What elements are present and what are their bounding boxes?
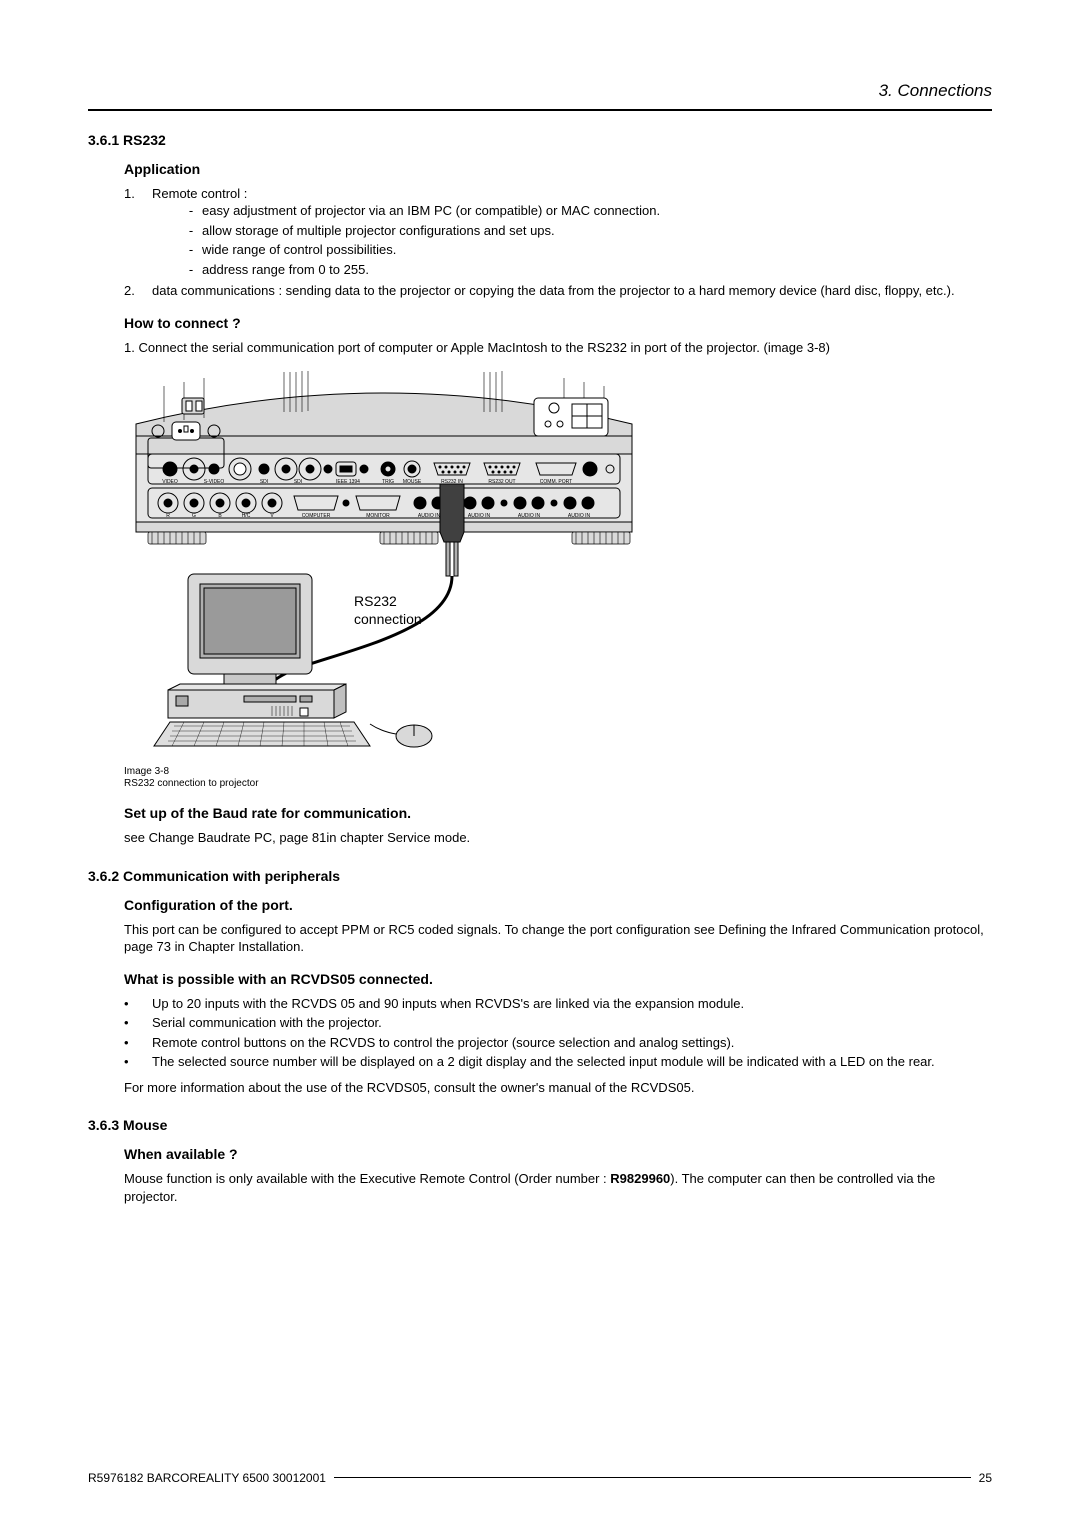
how-to-connect-heading: How to connect ? bbox=[124, 314, 992, 333]
list-item: -address range from 0 to 255. bbox=[180, 261, 992, 279]
svg-text:RS232 OUT: RS232 OUT bbox=[488, 479, 515, 485]
list-item: •Serial communication with the projector… bbox=[124, 1014, 992, 1032]
svg-text:AUDIO IN: AUDIO IN bbox=[418, 513, 441, 519]
svg-text:S-VIDEO: S-VIDEO bbox=[204, 479, 225, 485]
list-item: -easy adjustment of projector via an IBM… bbox=[180, 202, 992, 220]
config-port-heading: Configuration of the port. bbox=[124, 896, 992, 915]
chapter-header: 3. Connections bbox=[88, 80, 992, 103]
footer-rule bbox=[334, 1477, 971, 1478]
list-item: 2. data communications : sending data to… bbox=[124, 282, 992, 300]
figure-3-8: VIDEO S-VIDEO SDI SDI IEEE 1394 TRIG MOUSE RS23… bbox=[124, 366, 992, 790]
svg-text:COMPUTER: COMPUTER bbox=[302, 513, 331, 519]
config-port-text: This port can be configured to accept PP… bbox=[124, 921, 992, 956]
svg-text:VIDEO: VIDEO bbox=[162, 479, 178, 485]
section-361-heading: 3.6.1 RS232 bbox=[88, 131, 992, 150]
remote-control-intro: Remote control : bbox=[152, 185, 992, 203]
section-362-heading: 3.6.2 Communication with peripherals bbox=[88, 867, 992, 886]
rcvds-more-info: For more information about the use of th… bbox=[124, 1079, 992, 1097]
figure-caption-line2: RS232 connection to projector bbox=[124, 778, 992, 790]
section-363-heading: 3.6.3 Mouse bbox=[88, 1116, 992, 1135]
list-item: •Up to 20 inputs with the RCVDS 05 and 9… bbox=[124, 995, 992, 1013]
list-item: 1. Remote control : -easy adjustment of … bbox=[124, 185, 992, 281]
svg-text:IEEE 1394: IEEE 1394 bbox=[336, 479, 360, 485]
figure-caption-line1: Image 3-8 bbox=[124, 766, 992, 778]
when-available-heading: When available ? bbox=[124, 1145, 992, 1164]
footer-page-number: 25 bbox=[979, 1470, 992, 1486]
list-item: -wide range of control possibilities. bbox=[180, 241, 992, 259]
svg-text:COMM. PORT: COMM. PORT bbox=[540, 479, 572, 485]
application-heading: Application bbox=[124, 160, 992, 179]
baud-rate-text: see Change Baudrate PC, page 81in chapte… bbox=[124, 829, 992, 847]
page-footer: R5976182 BARCOREALITY 6500 30012001 25 bbox=[88, 1470, 992, 1486]
footer-docid: R5976182 BARCOREALITY 6500 30012001 bbox=[88, 1470, 326, 1486]
baud-rate-heading: Set up of the Baud rate for communicatio… bbox=[124, 804, 992, 823]
how-to-connect-step: 1. Connect the serial communication port… bbox=[124, 339, 992, 357]
svg-text:H/C: H/C bbox=[242, 513, 251, 519]
svg-text:AUDIO IN: AUDIO IN bbox=[468, 513, 491, 519]
svg-text:G: G bbox=[192, 513, 196, 519]
rcvds-heading: What is possible with an RCVDS05 connect… bbox=[124, 970, 992, 989]
svg-text:TRIG: TRIG bbox=[382, 479, 394, 485]
svg-text:SDI: SDI bbox=[294, 479, 302, 485]
diagram-label-rs232: RS232 bbox=[354, 593, 397, 609]
svg-text:SDI: SDI bbox=[260, 479, 268, 485]
order-number: R9829960 bbox=[610, 1171, 670, 1186]
svg-text:MONITOR: MONITOR bbox=[366, 513, 390, 519]
diagram-label-connection: connection bbox=[354, 611, 422, 627]
when-available-text: Mouse function is only available with th… bbox=[124, 1170, 992, 1205]
list-item: -allow storage of multiple projector con… bbox=[180, 222, 992, 240]
svg-text:AUDIO IN: AUDIO IN bbox=[568, 513, 591, 519]
list-item: •The selected source number will be disp… bbox=[124, 1053, 992, 1071]
list-item: •Remote control buttons on the RCVDS to … bbox=[124, 1034, 992, 1052]
rs232-connection-diagram: VIDEO S-VIDEO SDI SDI IEEE 1394 TRIG MOUSE RS23… bbox=[124, 366, 992, 766]
header-rule bbox=[88, 109, 992, 111]
svg-text:MOUSE: MOUSE bbox=[403, 479, 422, 485]
svg-text:AUDIO IN: AUDIO IN bbox=[518, 513, 541, 519]
svg-text:R: R bbox=[166, 513, 170, 519]
